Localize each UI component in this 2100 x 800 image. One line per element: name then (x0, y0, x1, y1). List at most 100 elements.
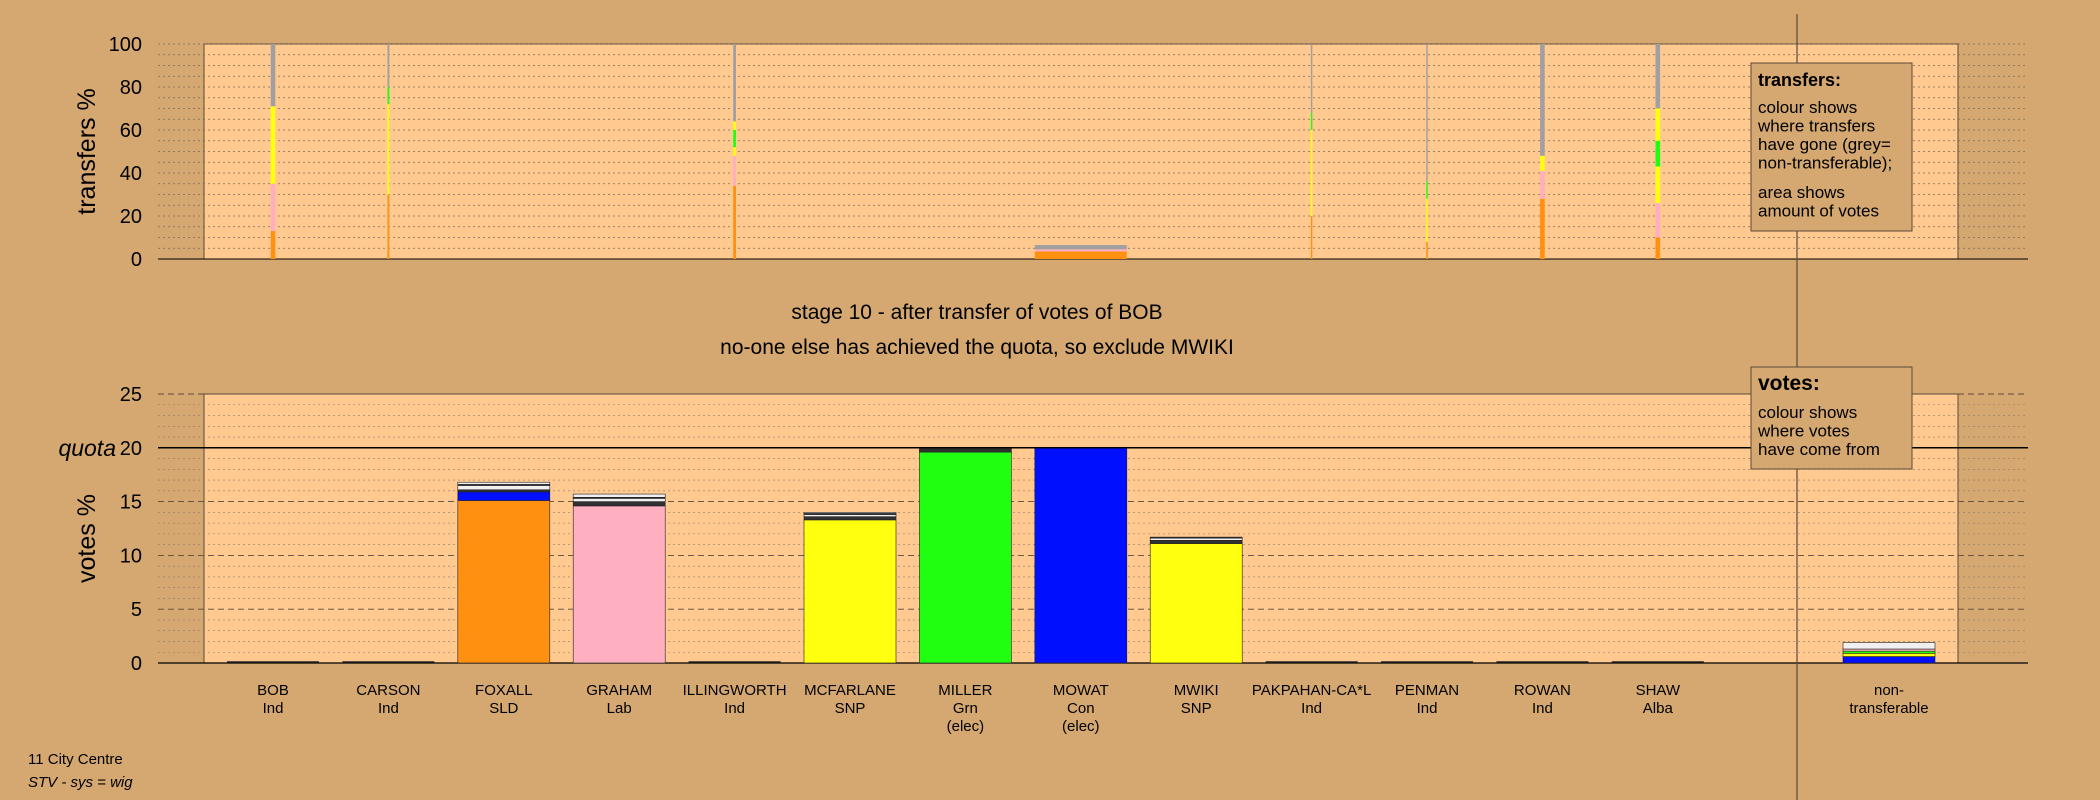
vote-segment (1149, 537, 1243, 541)
transfer-segment-penman (1426, 44, 1428, 182)
transfer-segment-carson (387, 104, 390, 195)
vote-bar-non-transferable (1842, 642, 1936, 664)
votes-y-ticks: 0 5 10 15 20 25 (120, 384, 142, 675)
vote-segment (572, 501, 666, 507)
transfer-segment-shaw (1655, 203, 1661, 238)
vote-segment (1149, 536, 1243, 539)
candidate-party: SNP (1181, 700, 1212, 717)
candidate-party: SNP (835, 700, 866, 717)
vote-segment (1842, 653, 1936, 657)
votes-y-axis-label: votes % (73, 494, 101, 583)
transfer-segment-mowat (1034, 249, 1127, 252)
candidate-party: Alba (1643, 700, 1674, 717)
transfers-legend-text: amount of votes (1758, 202, 1879, 221)
votes-y-tick-label: 25 (120, 384, 142, 406)
candidate-name: CARSON (356, 682, 420, 699)
vote-bar-mowat (1034, 447, 1128, 664)
transfer-segment-shaw (1655, 108, 1661, 141)
transfer-segment-pakpahan-ca-l (1310, 44, 1313, 113)
transfers-gridlines (158, 43, 2028, 260)
stage-title: stage 10 - after transfer of votes of BO… (791, 301, 1162, 324)
transfer-segment-illingworth (733, 44, 736, 122)
transfers-legend-text: non-transferable); (1758, 154, 1892, 173)
candidate-name: MOWAT (1053, 682, 1109, 699)
votes-y-tick-label: 10 (120, 545, 142, 567)
transfer-segment-shaw (1655, 166, 1661, 204)
vote-bar-foxall (457, 481, 551, 664)
vote-segment (919, 448, 1012, 453)
votes-legend-box (1750, 366, 1913, 470)
transfers-legend-text: where transfers (1757, 117, 1875, 136)
vote-segment (803, 516, 897, 521)
candidate-party: transferable (1849, 700, 1928, 717)
transfers-y-tick-label: 20 (120, 206, 142, 228)
transfers-legend-box (1750, 62, 1913, 232)
transfer-segment-pakpahan-ca-l (1310, 112, 1313, 130)
candidate-note: (elec) (1062, 718, 1100, 735)
vote-segment (1149, 540, 1243, 544)
candidate-labels: BOBIndCARSONIndFOXALLSLDGRAHAMLabILLINGW… (257, 682, 1928, 735)
transfers-legend-text: area shows (1758, 183, 1845, 202)
transfer-segment-mowat (1034, 251, 1127, 259)
transfers-y-ticks: 0 20 40 60 80 100 (109, 34, 142, 271)
transfer-segment-bob (270, 183, 276, 232)
transfer-segment-illingworth (733, 147, 736, 156)
transfer-segment-illingworth (733, 155, 736, 186)
transfers-y-tick-label: 60 (120, 120, 142, 142)
candidate-name: PAKPAHAN-CA*L (1252, 682, 1371, 699)
candidate-name: GRAHAM (586, 682, 652, 699)
vote-segment (1842, 650, 1936, 654)
candidate-name: ILLINGWORTH (683, 682, 787, 699)
transfers-bars (270, 44, 1661, 259)
ward-name: 11 City Centre (28, 751, 123, 768)
candidate-party: Ind (724, 700, 745, 717)
system-note: STV - sys = wig (28, 774, 133, 791)
votes-legend-text: colour shows (1758, 403, 1857, 422)
vote-segment (803, 519, 897, 664)
stage-status: no-one else has achieved the quota, so e… (720, 336, 1234, 359)
transfer-segment-pakpahan-ca-l (1310, 130, 1313, 216)
transfers-y-axis-label: transfers % (73, 88, 101, 214)
candidate-party: Grn (953, 700, 978, 717)
candidate-party: SLD (489, 700, 518, 717)
transfer-segment-penman (1426, 198, 1428, 242)
candidate-party: Ind (1532, 700, 1553, 717)
vote-segment (919, 451, 1012, 664)
vote-segment (457, 491, 551, 501)
transfer-segment-carson (387, 87, 390, 105)
candidate-party: Ind (1417, 700, 1438, 717)
vote-segment (1842, 642, 1936, 650)
candidate-party: Ind (263, 700, 284, 717)
transfer-segment-pakpahan-ca-l (1310, 216, 1313, 259)
transfers-y-tick-label: 80 (120, 77, 142, 99)
transfers-y-tick-label: 40 (120, 163, 142, 185)
transfer-segment-carson (387, 194, 390, 259)
transfers-y-tick-label: 100 (109, 34, 142, 56)
vote-segment (572, 505, 666, 664)
transfer-segment-illingworth (733, 121, 736, 130)
vote-segment (457, 481, 551, 485)
candidate-name: non- (1874, 682, 1904, 699)
transfer-segment-bob (270, 44, 276, 107)
transfer-segment-mowat (1034, 245, 1127, 250)
vote-bar-mwiki (1149, 536, 1243, 664)
transfers-legend-text: have gone (grey= (1758, 135, 1891, 154)
transfer-segment-illingworth (733, 130, 736, 148)
transfer-segment-penman (1426, 181, 1428, 199)
transfers-plot-background (203, 43, 1959, 260)
vote-segment (572, 498, 666, 502)
transfer-segment-bob (270, 231, 276, 259)
votes-y-tick-label: 5 (131, 599, 142, 621)
votes-y-tick-label: 0 (131, 653, 142, 675)
vote-segment (457, 489, 551, 493)
transfer-segment-shaw (1655, 140, 1661, 167)
candidate-party: Lab (607, 700, 632, 717)
vote-segment (1842, 648, 1936, 652)
transfer-segment-rowan (1540, 44, 1545, 156)
candidate-note: (elec) (947, 718, 985, 735)
transfer-segment-bob (270, 106, 276, 184)
transfer-segment-rowan (1540, 198, 1545, 259)
candidate-party: Ind (1301, 700, 1322, 717)
transfer-segment-illingworth (733, 185, 736, 259)
vote-bar-miller (919, 448, 1012, 664)
